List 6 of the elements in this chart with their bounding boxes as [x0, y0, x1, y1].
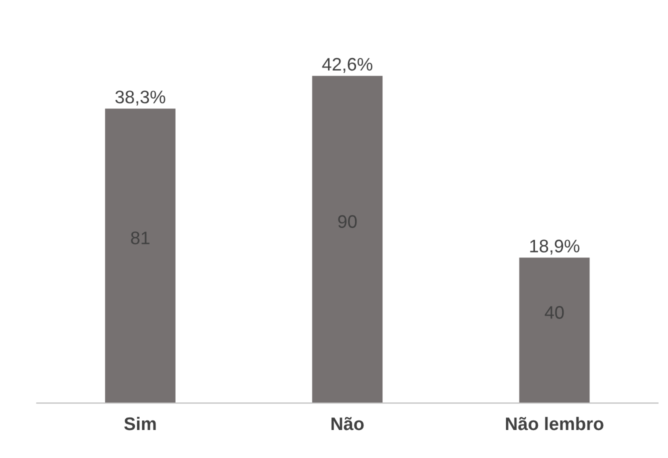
annotation: 38,3% [115, 90, 166, 106]
annotation: 18,9% [530, 240, 580, 255]
x-tick-label: Não lembro [506, 416, 604, 430]
x-tick-label: Sim [124, 416, 156, 430]
annotation: 42,6% [322, 58, 372, 73]
x-tick-label: Não [332, 417, 364, 430]
